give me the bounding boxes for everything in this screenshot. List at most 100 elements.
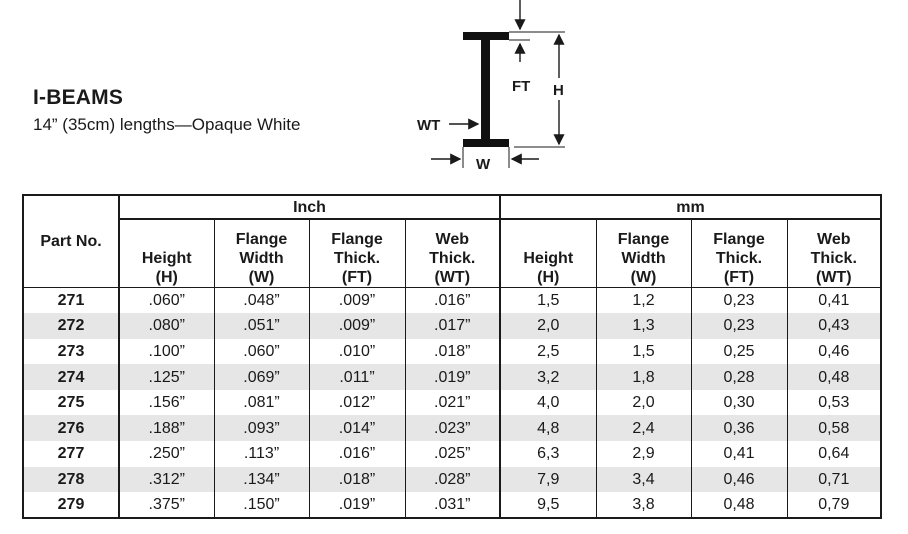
inch-value-cell: .312” xyxy=(119,466,215,493)
mm-value-cell: 0,48 xyxy=(691,492,788,518)
part-number-cell: 271 xyxy=(23,287,120,314)
mm-value-cell: 0,43 xyxy=(787,313,882,339)
inch-value-cell: .014” xyxy=(309,415,406,442)
table-body: 271.060” .048” .009” .016” 1,5 1,2 0,23 0,41 272… xyxy=(23,287,882,518)
mm-value-cell: 0,64 xyxy=(818,445,850,463)
column-header-line: (W) xyxy=(630,269,657,286)
column-header-line: Height xyxy=(523,250,574,267)
inch-value-cell: .018” xyxy=(309,466,406,493)
mm-value-cell: 0,41 xyxy=(691,441,788,467)
column-header-line: Web xyxy=(817,231,851,248)
column-header-line: Thick. xyxy=(810,250,857,267)
column-header-line: Height xyxy=(141,250,192,267)
table-row: 272.080” .051” .009” .017” 2,0 1,3 0,23 0,43 xyxy=(23,313,882,339)
mm-value-cell: 0,23 xyxy=(691,313,788,339)
inch-value-cell: .060” xyxy=(119,287,215,314)
table-row: 276.188” .093” .014” .023” 4,8 2,4 0,36 0,58 xyxy=(23,415,882,442)
part-number-cell: 276 xyxy=(23,415,120,442)
i-beam-diagram: FT H WT W xyxy=(417,0,565,173)
inch-value-cell: .081” xyxy=(214,389,310,416)
column-header-inch-3: Web Thick. (WT) xyxy=(405,219,502,288)
h-dimension: H xyxy=(514,31,565,148)
mm-value-cell: 0,71 xyxy=(787,466,882,493)
column-header-line: Thick. xyxy=(333,250,381,267)
mm-value-cell: 1,2 xyxy=(596,287,692,314)
mm-value-cell: 2,5 xyxy=(500,338,597,365)
inch-value-cell: .009” xyxy=(309,287,406,314)
inch-value-cell: .051” xyxy=(214,313,310,339)
mm-value-cell: 4,0 xyxy=(500,389,597,416)
inch-value-cell: .018” xyxy=(405,338,502,365)
table-row: 274.125” .069” .011” .019” 3,2 1,8 0,28 0,48 xyxy=(23,364,882,390)
table-row: 273.100” .060” .010” .018” 2,5 1,5 0,25 0,46 xyxy=(23,338,881,365)
inch-value-cell: .156” xyxy=(119,389,215,416)
part-number-cell: 277 xyxy=(23,441,120,467)
column-header-line: (WT) xyxy=(434,269,471,286)
mm-value-cell: 3,8 xyxy=(596,492,692,518)
inch-value-cell: .028” xyxy=(405,466,502,493)
table-row: 277.250” .113” .016” .025” 6,3 2,9 0,41 0,64 xyxy=(23,441,881,467)
column-header-inch-1: Flange Width (W) xyxy=(214,219,310,288)
column-header-line: (WT) xyxy=(816,269,852,286)
column-header-line: (W) xyxy=(248,269,275,286)
mm-value-cell: 2,4 xyxy=(596,415,692,442)
column-header-row: Height (H) Flange Width (W) Flange Thick. (FT) W… xyxy=(23,219,882,288)
inch-value-cell: .080” xyxy=(119,313,215,339)
column-header-line: Flange xyxy=(235,231,288,248)
inch-value-cell: .113” xyxy=(214,441,310,467)
mm-value-cell: 0,46 xyxy=(691,466,788,493)
w-label: W xyxy=(476,156,491,173)
column-header-line: (FT) xyxy=(341,269,373,286)
table-row: 278.312” .134” .018” .028” 7,9 3,4 0,46 0,71 xyxy=(23,466,882,493)
column-header-mm-1: Flange Width (W) xyxy=(596,219,692,288)
column-header-inch-0: Height (H) xyxy=(119,219,215,288)
mm-value-cell: 2,9 xyxy=(596,441,692,467)
inch-value-cell: .019” xyxy=(309,492,406,518)
column-header-line: Width xyxy=(239,250,284,267)
mm-value-cell: 7,9 xyxy=(500,466,597,493)
mm-value-cell: 0,79 xyxy=(818,496,850,514)
inch-group-header: Inch xyxy=(119,195,502,220)
mm-value-cell: 0,48 xyxy=(787,364,882,390)
mm-value-cell: 2,0 xyxy=(500,313,597,339)
w-dimension: W xyxy=(431,147,539,173)
part-no-header: Part No. xyxy=(23,195,120,288)
inch-value-cell: .021” xyxy=(405,389,502,416)
inch-value-cell: .150” xyxy=(214,492,310,518)
mm-value-cell: 3,4 xyxy=(596,466,692,493)
page-subtitle: 14” (35cm) lengths—Opaque White xyxy=(33,115,301,134)
column-header-line: Web xyxy=(435,231,469,248)
mm-value-cell: 0,23 xyxy=(691,287,788,314)
column-header-line: Thick. xyxy=(429,250,476,267)
wt-label: WT xyxy=(417,117,440,134)
inch-value-cell: .023” xyxy=(405,415,502,442)
mm-value-cell: 6,3 xyxy=(500,441,597,467)
part-number-cell: 275 xyxy=(23,389,120,416)
inch-value-cell: .134” xyxy=(214,466,310,493)
column-header-mm-3: Web Thick. (WT) xyxy=(787,219,882,288)
wt-dimension: WT xyxy=(417,117,480,134)
inch-value-cell: .048” xyxy=(214,287,310,314)
mm-value-cell: 4,8 xyxy=(500,415,597,442)
column-header-line: Thick. xyxy=(715,250,763,267)
column-header-line: Width xyxy=(621,250,666,267)
inch-value-cell: .031” xyxy=(405,492,502,518)
mm-value-cell: 0,25 xyxy=(691,338,788,365)
mm-value-cell: 9,5 xyxy=(500,492,597,518)
part-number-cell: 278 xyxy=(23,466,120,493)
table-row: 271.060” .048” .009” .016” 1,5 1,2 0,23 0,41 xyxy=(23,287,881,314)
column-header-line: (H) xyxy=(155,269,178,286)
mm-value-cell: 0,46 xyxy=(818,342,850,360)
table-row: 279.375” .150” .019” .031” 9,5 3,8 0,48 0,79 xyxy=(23,492,881,518)
column-header-line: (H) xyxy=(537,269,560,286)
part-number-cell: 279 xyxy=(23,492,120,518)
mm-value-cell: 0,30 xyxy=(691,389,788,416)
mm-value-cell: 0,36 xyxy=(691,415,788,442)
column-header-line: (FT) xyxy=(723,269,755,286)
inch-value-cell: .025” xyxy=(405,441,502,467)
inch-value-cell: .069” xyxy=(214,364,310,390)
inch-value-cell: .017” xyxy=(405,313,502,339)
mm-value-cell: 1,3 xyxy=(596,313,692,339)
h-label: H xyxy=(553,82,564,99)
column-header-line: Flange xyxy=(617,231,670,248)
